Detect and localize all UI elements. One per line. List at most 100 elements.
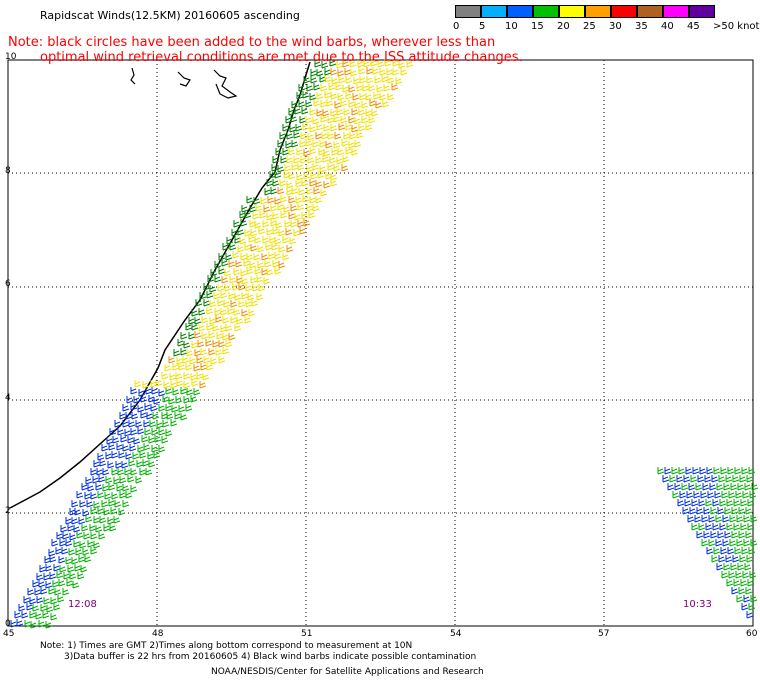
- wind-barb: [188, 317, 196, 325]
- wind-barb: [674, 483, 682, 491]
- wind-barb: [381, 75, 389, 83]
- wind-barb: [131, 412, 139, 420]
- wind-barb: [74, 508, 82, 516]
- wind-barb: [122, 404, 130, 412]
- wind-barb: [183, 396, 191, 404]
- wind-barb: [218, 356, 226, 364]
- wind-barb: [733, 579, 741, 587]
- wind-barb: [99, 459, 107, 467]
- wind-barb: [705, 499, 713, 507]
- wind-barb: [736, 515, 744, 523]
- wind-barb: [331, 77, 339, 85]
- wind-barb: [351, 148, 359, 156]
- wind-barb: [186, 349, 194, 357]
- wind-barb: [248, 309, 256, 317]
- wind-barb: [345, 147, 353, 155]
- wind-barb: [275, 148, 283, 156]
- wind-barb: [262, 220, 270, 228]
- wind-barb: [84, 555, 92, 563]
- wind-barb: [63, 572, 71, 580]
- wind-barb: [330, 179, 338, 187]
- wind-barb: [254, 221, 262, 229]
- wind-barb: [125, 412, 133, 420]
- wind-barb: [245, 300, 253, 308]
- wind-barb: [168, 356, 176, 364]
- wind-barb: [379, 68, 387, 76]
- wind-barb: [102, 468, 110, 476]
- wind-barb: [142, 381, 150, 389]
- wind-barb: [203, 299, 211, 307]
- wind-barb: [177, 339, 185, 347]
- wind-barb: [144, 428, 152, 436]
- wind-barb: [209, 300, 217, 308]
- wind-barb: [313, 83, 321, 91]
- wind-barb: [297, 220, 305, 228]
- wind-barb: [151, 387, 159, 395]
- wind-barb: [14, 611, 22, 619]
- wind-barb: [302, 91, 310, 99]
- wind-barb: [749, 571, 757, 579]
- wind-barb: [145, 468, 153, 476]
- wind-barb: [713, 467, 721, 475]
- wind-barb: [24, 620, 32, 628]
- wind-barb: [321, 61, 329, 69]
- wind-barb: [277, 140, 285, 148]
- wind-barb: [130, 485, 138, 493]
- wind-barb: [251, 299, 259, 307]
- wind-barb: [701, 515, 709, 523]
- wind-barb: [140, 411, 148, 419]
- wind-barb: [229, 243, 237, 251]
- wind-barb: [196, 372, 204, 380]
- wind-barb: [288, 196, 296, 204]
- wind-barb: [143, 443, 151, 451]
- colorbar-swatch: [663, 5, 689, 18]
- wind-barb: [185, 404, 193, 412]
- wind-barb: [78, 555, 86, 563]
- wind-barb: [726, 579, 734, 587]
- wind-barb: [87, 484, 95, 492]
- wind-barb: [142, 459, 150, 467]
- wind-barb: [81, 483, 89, 491]
- wind-barb: [748, 547, 756, 555]
- wind-barb: [21, 611, 29, 619]
- wind-barb: [357, 60, 365, 68]
- wind-barb: [222, 347, 230, 355]
- wind-barb: [59, 539, 67, 547]
- wind-barb: [68, 548, 76, 556]
- wind-barb: [239, 237, 247, 245]
- wind-barb: [336, 108, 344, 116]
- wind-barb: [104, 492, 112, 500]
- wind-barb: [743, 595, 751, 603]
- island: [177, 71, 191, 87]
- wind-barb: [278, 261, 286, 269]
- wind-barb: [110, 507, 118, 515]
- wind-barb: [130, 468, 138, 476]
- wind-barb: [112, 436, 120, 444]
- wind-barb: [183, 372, 191, 380]
- wind-barb: [199, 381, 207, 389]
- wind-barb: [188, 332, 196, 340]
- wind-barb: [277, 187, 285, 195]
- wind-barb: [49, 572, 57, 580]
- wind-barb: [138, 389, 146, 397]
- wind-barb: [171, 405, 179, 413]
- wind-barb: [293, 131, 301, 139]
- wind-barb: [710, 531, 718, 539]
- wind-barb: [729, 539, 737, 547]
- wind-barb: [294, 213, 302, 221]
- wind-barb: [111, 492, 119, 500]
- wind-barb: [319, 165, 327, 173]
- colorbar-label: 10: [505, 21, 518, 32]
- wind-barb: [285, 228, 293, 236]
- colorbar-label: 45: [687, 21, 700, 32]
- wind-barb: [161, 436, 169, 444]
- wind-barb: [349, 60, 357, 68]
- wind-barb: [48, 549, 56, 557]
- wind-barb: [290, 204, 298, 212]
- colorbar-swatch: [455, 5, 481, 18]
- wind-barb: [334, 132, 342, 140]
- wind-barb: [730, 483, 738, 491]
- wind-barb: [95, 483, 103, 491]
- wind-barb: [365, 109, 373, 117]
- wind-barb: [92, 476, 100, 484]
